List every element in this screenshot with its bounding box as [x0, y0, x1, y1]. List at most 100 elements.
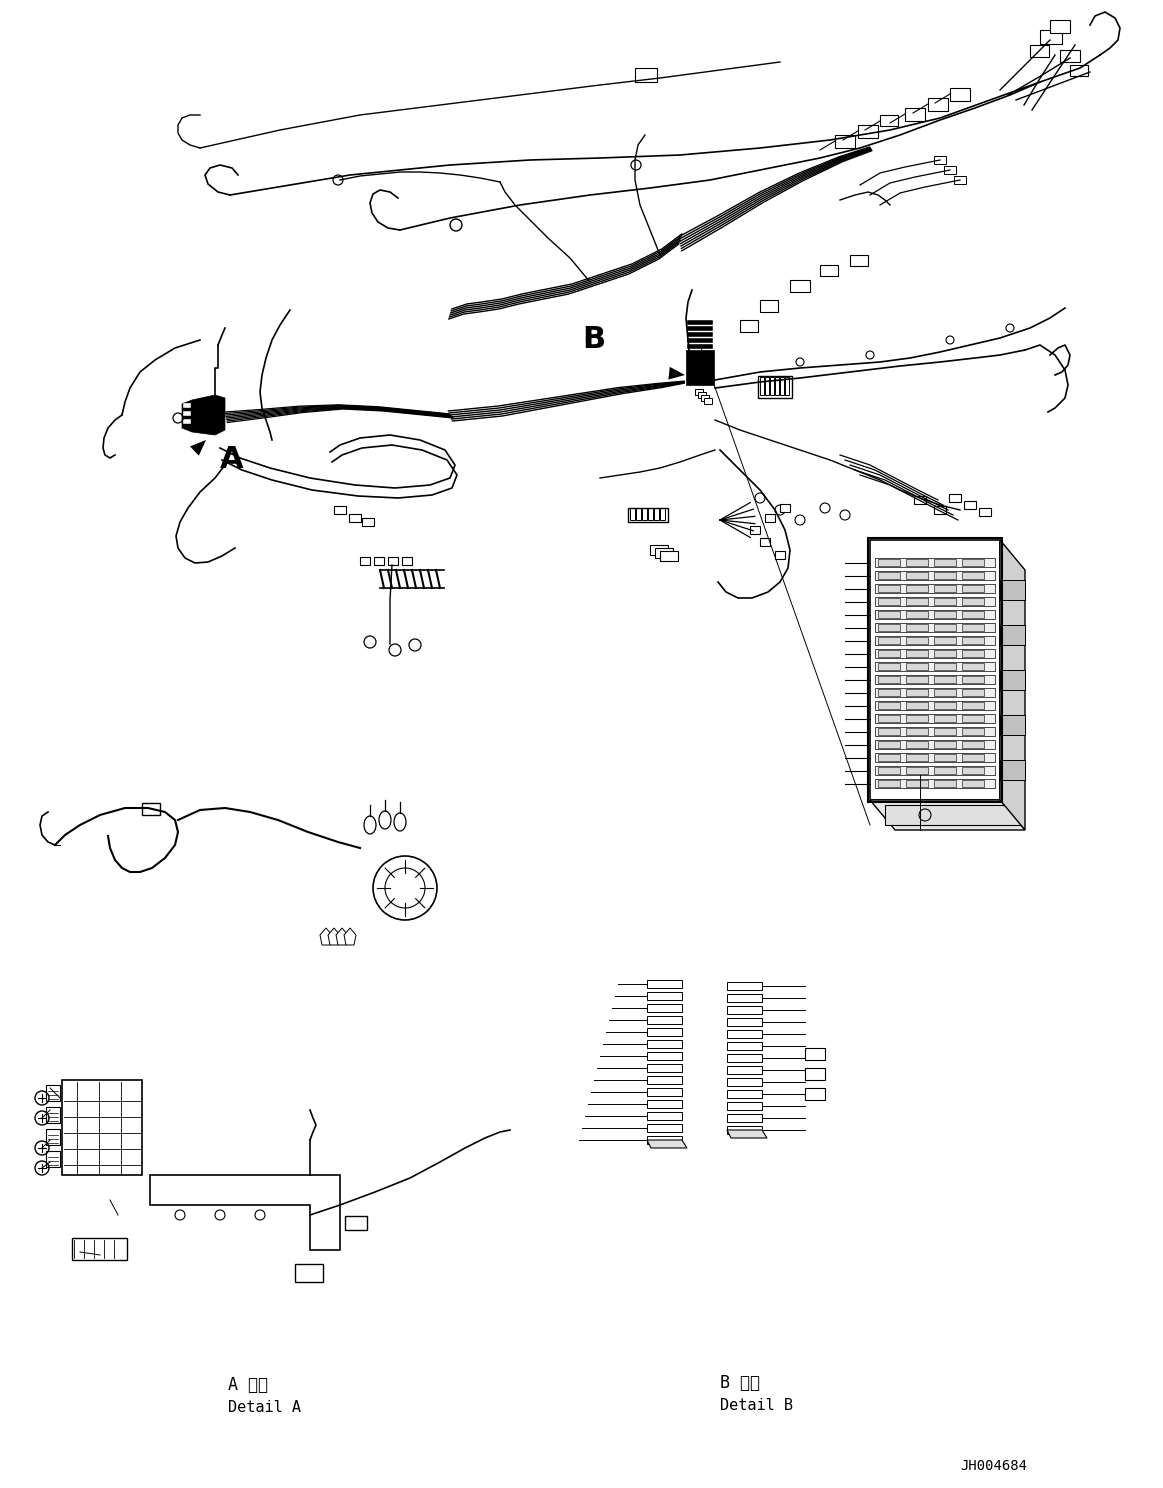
- Bar: [962, 598, 984, 606]
- Bar: [962, 664, 984, 670]
- Bar: [47, 1085, 60, 1101]
- Bar: [858, 125, 878, 138]
- Bar: [906, 728, 928, 735]
- Bar: [630, 507, 635, 519]
- Bar: [765, 376, 769, 394]
- Bar: [878, 702, 900, 708]
- Bar: [878, 637, 900, 644]
- Text: A: A: [220, 445, 243, 475]
- Bar: [878, 689, 900, 696]
- Bar: [628, 507, 668, 522]
- Bar: [740, 320, 758, 332]
- Bar: [880, 115, 898, 126]
- Bar: [878, 716, 900, 722]
- Bar: [647, 1004, 682, 1012]
- Bar: [878, 623, 900, 631]
- Bar: [727, 1030, 762, 1039]
- Bar: [687, 320, 713, 324]
- Bar: [687, 344, 713, 350]
- Bar: [759, 376, 764, 394]
- Bar: [875, 558, 996, 567]
- Bar: [750, 525, 759, 534]
- Bar: [636, 507, 641, 519]
- Bar: [835, 135, 855, 147]
- Bar: [647, 1135, 682, 1144]
- Bar: [934, 754, 956, 760]
- Bar: [878, 571, 900, 579]
- Bar: [72, 1238, 127, 1260]
- Bar: [727, 1103, 762, 1110]
- Bar: [183, 420, 191, 424]
- Bar: [875, 728, 996, 737]
- Bar: [878, 559, 900, 565]
- Bar: [934, 664, 956, 670]
- Bar: [759, 539, 770, 546]
- Bar: [962, 559, 984, 565]
- Bar: [727, 982, 762, 990]
- Bar: [885, 805, 1020, 824]
- Bar: [934, 676, 956, 683]
- Bar: [727, 1018, 762, 1027]
- Bar: [647, 1123, 682, 1132]
- Bar: [964, 501, 976, 509]
- Bar: [962, 612, 984, 618]
- Bar: [934, 571, 956, 579]
- Bar: [775, 551, 785, 559]
- Bar: [647, 992, 682, 1000]
- Bar: [850, 254, 868, 266]
- Bar: [362, 518, 374, 525]
- Bar: [878, 585, 900, 592]
- Bar: [875, 635, 996, 644]
- Bar: [906, 689, 928, 696]
- Bar: [875, 623, 996, 632]
- Bar: [905, 109, 925, 121]
- Bar: [906, 571, 928, 579]
- Bar: [875, 597, 996, 606]
- Bar: [934, 623, 956, 631]
- Bar: [687, 332, 713, 336]
- Bar: [647, 1112, 682, 1120]
- Bar: [934, 637, 956, 644]
- Bar: [934, 741, 956, 748]
- Bar: [875, 676, 996, 684]
- Bar: [647, 1100, 682, 1109]
- Bar: [962, 754, 984, 760]
- Bar: [962, 716, 984, 722]
- Bar: [647, 1064, 682, 1071]
- Polygon shape: [1000, 540, 1025, 830]
- Bar: [374, 557, 384, 565]
- Bar: [647, 1028, 682, 1036]
- Text: B 詳細: B 詳細: [720, 1373, 759, 1391]
- Bar: [934, 728, 956, 735]
- Bar: [695, 388, 702, 394]
- Bar: [686, 350, 714, 385]
- Bar: [878, 650, 900, 658]
- Bar: [954, 176, 966, 185]
- Text: A 詳細: A 詳細: [228, 1376, 267, 1394]
- Bar: [642, 507, 647, 519]
- Bar: [878, 780, 900, 787]
- Bar: [727, 1042, 762, 1051]
- Bar: [906, 637, 928, 644]
- Bar: [1059, 51, 1080, 62]
- Bar: [928, 98, 948, 112]
- Bar: [805, 1048, 825, 1059]
- Bar: [944, 167, 956, 174]
- Bar: [878, 612, 900, 618]
- Bar: [727, 1126, 762, 1134]
- Bar: [878, 728, 900, 735]
- Bar: [785, 376, 789, 394]
- Bar: [906, 766, 928, 774]
- Bar: [727, 1091, 762, 1098]
- Polygon shape: [320, 929, 331, 945]
- Bar: [295, 1263, 323, 1283]
- Polygon shape: [344, 929, 356, 945]
- Bar: [962, 650, 984, 658]
- Bar: [934, 650, 956, 658]
- Bar: [758, 376, 792, 397]
- Bar: [345, 1216, 368, 1231]
- Bar: [647, 1016, 682, 1024]
- Bar: [1040, 30, 1062, 45]
- Bar: [349, 513, 361, 522]
- Bar: [906, 780, 928, 787]
